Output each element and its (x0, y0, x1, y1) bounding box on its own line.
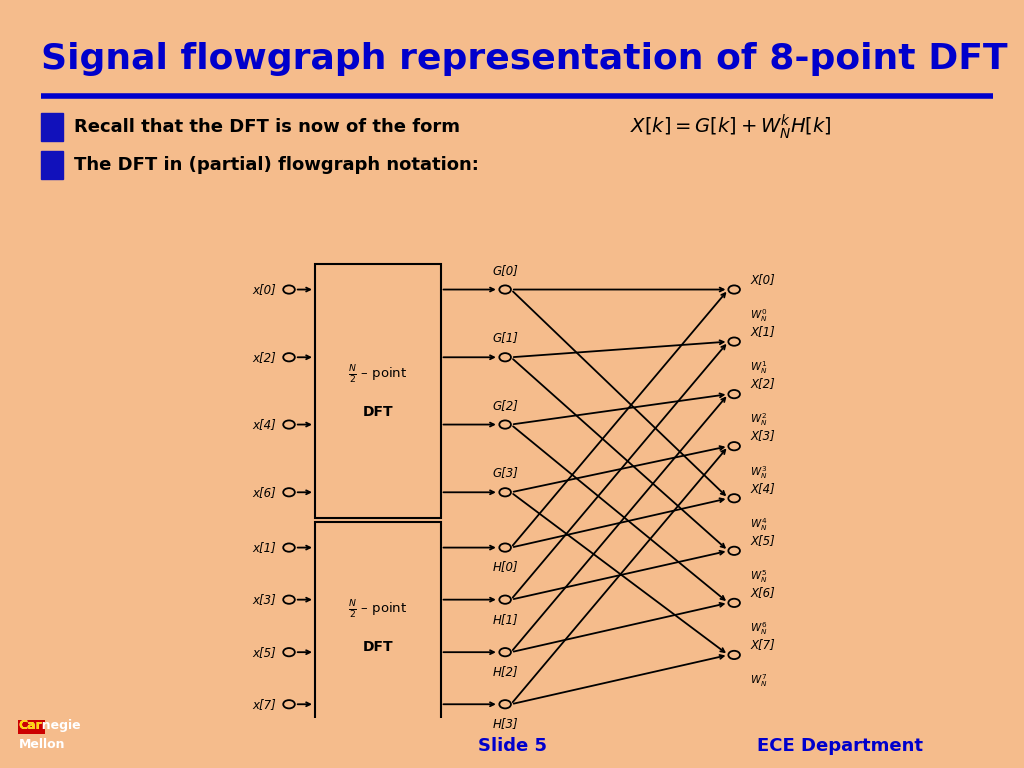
Text: x[4]: x[4] (252, 418, 276, 431)
Text: x[0]: x[0] (252, 283, 276, 296)
Bar (41, 151, 63, 179)
Text: H[2]: H[2] (493, 665, 518, 678)
Bar (41, 113, 63, 141)
Text: X[6]: X[6] (751, 586, 775, 599)
Text: ECE Department: ECE Department (757, 737, 923, 756)
Text: DFT: DFT (362, 405, 393, 419)
Text: x[2]: x[2] (252, 351, 276, 364)
Text: $W_N^{4}$: $W_N^{4}$ (751, 516, 768, 532)
Text: $\frac{N}{2}$ – point: $\frac{N}{2}$ – point (348, 364, 408, 386)
Text: Car: Car (18, 719, 42, 732)
Text: H[1]: H[1] (493, 613, 518, 626)
Text: X[0]: X[0] (751, 273, 775, 286)
Text: Mellon: Mellon (18, 738, 65, 750)
Text: Car: Car (18, 720, 45, 734)
Text: DFT: DFT (362, 640, 393, 654)
Text: G[3]: G[3] (493, 466, 518, 479)
Text: Slide 5: Slide 5 (477, 737, 547, 756)
Text: G[2]: G[2] (493, 399, 518, 412)
Text: X[1]: X[1] (751, 325, 775, 338)
Text: $W_N^{7}$: $W_N^{7}$ (751, 673, 768, 689)
Text: X[3]: X[3] (751, 429, 775, 442)
Text: X[2]: X[2] (751, 377, 775, 390)
Text: Carnegie: Carnegie (18, 719, 81, 732)
Bar (314, 264, 440, 518)
Text: $W_N^{5}$: $W_N^{5}$ (751, 568, 768, 585)
Text: x[7]: x[7] (252, 698, 276, 710)
Text: $W_N^{0}$: $W_N^{0}$ (751, 307, 768, 324)
Text: $\frac{N}{2}$ – point: $\frac{N}{2}$ – point (348, 599, 408, 621)
Text: X[4]: X[4] (751, 482, 775, 495)
Text: X[7]: X[7] (751, 638, 775, 651)
Text: H[3]: H[3] (493, 717, 518, 730)
Text: $W_N^{2}$: $W_N^{2}$ (751, 412, 768, 429)
Text: G[1]: G[1] (493, 331, 518, 344)
Text: Recall that the DFT is now of the form: Recall that the DFT is now of the form (74, 118, 460, 136)
Text: x[1]: x[1] (252, 541, 276, 554)
Text: H[0]: H[0] (493, 561, 518, 574)
Text: Signal flowgraph representation of 8-point DFT: Signal flowgraph representation of 8-poi… (41, 42, 1008, 76)
Text: x[6]: x[6] (252, 486, 276, 498)
Text: G[0]: G[0] (493, 263, 518, 276)
Text: X[5]: X[5] (751, 534, 775, 547)
Text: $W_N^{1}$: $W_N^{1}$ (751, 359, 768, 376)
Text: x[5]: x[5] (252, 646, 276, 659)
Text: $W_N^{3}$: $W_N^{3}$ (751, 464, 768, 481)
Text: The DFT in (partial) flowgraph notation:: The DFT in (partial) flowgraph notation: (74, 156, 478, 174)
Text: $W_N^{6}$: $W_N^{6}$ (751, 621, 768, 637)
Text: x[3]: x[3] (252, 593, 276, 606)
Bar (314, 522, 440, 730)
Text: $X[k]=G[k]+W_N^k H[k]$: $X[k]=G[k]+W_N^k H[k]$ (630, 112, 831, 141)
